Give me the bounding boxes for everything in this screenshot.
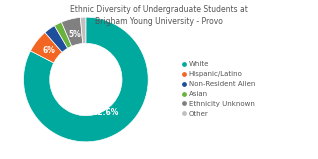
Wedge shape [45,26,68,52]
Text: 5%: 5% [68,30,81,39]
Wedge shape [31,32,62,63]
Wedge shape [24,17,148,142]
Text: 82.6%: 82.6% [93,108,119,117]
Wedge shape [54,22,72,48]
Legend: White, Hispanic/Latino, Non-Resident Alien, Asian, Ethnicity Unknown, Other: White, Hispanic/Latino, Non-Resident Ali… [181,60,256,118]
Text: Ethnic Diversity of Undergraduate Students at
Brigham Young University - Provo: Ethnic Diversity of Undergraduate Studen… [70,5,248,26]
Wedge shape [80,17,86,44]
Text: 6%: 6% [43,46,56,55]
Wedge shape [61,17,83,46]
